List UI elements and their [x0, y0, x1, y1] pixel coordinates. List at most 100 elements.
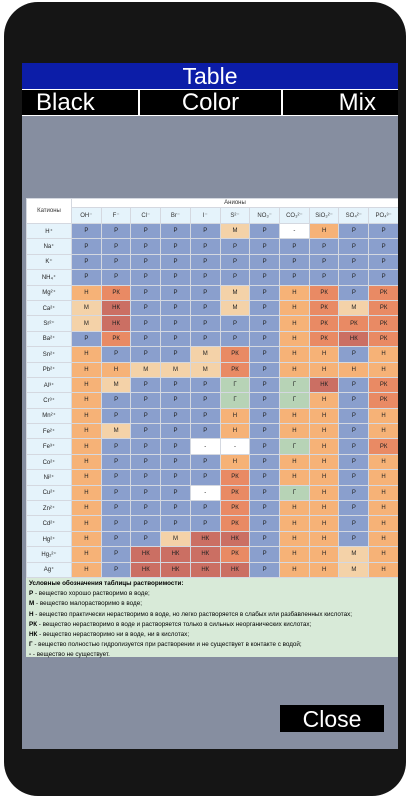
cation-label: Mn²⁺	[26, 407, 72, 425]
cation-label: Cd²⁺	[26, 515, 72, 532]
solubility-cell: Р	[130, 269, 162, 286]
solubility-cell: НК	[189, 530, 221, 548]
solubility-cell: Р	[249, 423, 281, 440]
cation-label: Cr³⁺	[26, 392, 72, 409]
legend-item: НК - вещество нерастворимо ни в воде, ни…	[29, 630, 396, 640]
solubility-cell: Н	[368, 407, 398, 425]
cation-label: Ag⁺	[26, 561, 72, 579]
solubility-cell: Р	[189, 315, 221, 332]
table-row: Cu²⁺ Н Р Р Р - РК Р Г Н Р Н	[26, 484, 398, 502]
solubility-cell: Р	[100, 561, 132, 579]
solubility-cell: РК	[308, 315, 340, 332]
solubility-cell: Р	[100, 407, 132, 425]
solubility-table-image: Катионы Анионы OH⁻ F⁻ Cl⁻ Br⁻ I⁻ S²⁻ NO₃⁻ CO₃²⁻…	[26, 198, 398, 659]
solubility-cell: РК	[368, 330, 398, 348]
legend-text: - вещество нерастворимо ни в воде, ни в …	[37, 631, 190, 639]
black-mode-button[interactable]: Black	[22, 90, 138, 116]
color-mode-button[interactable]: Color	[140, 90, 281, 116]
solubility-cell: Р	[160, 284, 191, 301]
solubility-cell: Р	[160, 515, 191, 532]
solubility-cell: М	[338, 546, 370, 563]
close-button[interactable]: Close	[280, 705, 384, 732]
solubility-cell: Р	[100, 392, 132, 409]
solubility-cell: Р	[160, 407, 191, 425]
cation-label: Mg²⁺	[26, 284, 72, 301]
solubility-cell: Р	[219, 253, 251, 271]
table-row: NH₄⁺ Р Р Р Р Р Р Р Р Р Р Р	[26, 269, 398, 286]
legend-key: Г	[29, 641, 33, 649]
solubility-cell: М	[130, 361, 162, 378]
solubility-cell: Н	[71, 376, 102, 394]
solubility-cell: Р	[130, 376, 162, 394]
solubility-cell: Р	[368, 253, 398, 271]
legend-item: М - вещество малорастворимо в воде;	[29, 599, 396, 609]
solubility-cell: Р	[100, 530, 132, 548]
solubility-cell: Н	[308, 500, 340, 517]
legend-item: Р - вещество хорошо растворимо в воде;	[29, 589, 396, 599]
solubility-cell: Р	[279, 238, 310, 255]
table-row: Sr²⁺ М НК Р Р Р Р Р Н РК РК РК	[26, 315, 398, 332]
solubility-cell: Н	[71, 453, 102, 471]
solubility-cell: М	[160, 361, 191, 378]
solubility-cell: Н	[219, 423, 251, 440]
solubility-cell: Р	[160, 392, 191, 409]
solubility-cell: Н	[308, 423, 340, 440]
anion-header: CO₃²⁻	[279, 207, 310, 224]
solubility-cell: Р	[71, 222, 102, 240]
legend-key: РК	[29, 620, 38, 628]
table-row: Cr³⁺ Н Р Р Р Р Г Р Г Н Р РК	[26, 392, 398, 409]
solubility-cell: Р	[219, 330, 251, 348]
cation-label: Sr²⁺	[26, 315, 72, 332]
solubility-cell: Н	[279, 299, 310, 317]
solubility-cell: РК	[368, 284, 398, 301]
solubility-cell: Р	[338, 346, 370, 363]
solubility-cell: Р	[100, 453, 132, 471]
solubility-cell: Н	[279, 407, 310, 425]
solubility-cell: Н	[308, 361, 340, 378]
solubility-cell: Р	[71, 238, 102, 255]
solubility-cell: Р	[130, 530, 162, 548]
solubility-cell: Р	[249, 299, 281, 317]
solubility-cell: РК	[368, 299, 398, 317]
solubility-cell: Н	[279, 530, 310, 548]
solubility-cell: Н	[71, 392, 102, 409]
solubility-cell: -	[279, 222, 310, 240]
solubility-cell: Н	[279, 453, 310, 471]
solubility-cell: Р	[100, 438, 132, 455]
cation-label: Na⁺	[26, 238, 72, 255]
solubility-cell: Р	[338, 484, 370, 502]
table-row: Cd²⁺ Н Р Р Р Р РК Р Н Н Р Н	[26, 515, 398, 532]
solubility-cell: Р	[189, 423, 221, 440]
solubility-cell: Р	[249, 222, 281, 240]
solubility-cell: Г	[219, 376, 251, 394]
app-screen: Table Black Color Mix Катионы Анионы OH⁻…	[22, 63, 398, 749]
cation-label: Fe²⁺	[26, 423, 72, 440]
solubility-cell: Р	[160, 315, 191, 332]
solubility-cell: Н	[71, 515, 102, 532]
solubility-cell: Н	[338, 361, 370, 378]
solubility-cell: РК	[338, 315, 370, 332]
solubility-cell: Н	[279, 561, 310, 579]
solubility-cell: Н	[308, 515, 340, 532]
solubility-cell: Н	[308, 530, 340, 548]
solubility-cell: НК	[189, 546, 221, 563]
solubility-cell: РК	[219, 469, 251, 486]
mix-mode-button[interactable]: Mix	[283, 90, 398, 116]
solubility-cell: Р	[189, 284, 221, 301]
solubility-cell: Р	[100, 500, 132, 517]
solubility-cell: Н	[279, 515, 310, 532]
cation-label: H⁺	[26, 222, 72, 240]
solubility-cell: Р	[71, 269, 102, 286]
table-row: Ba²⁺ Р РК Р Р Р Р Р Н РК НК РК	[26, 330, 398, 348]
legend-key: НК	[29, 631, 38, 639]
solubility-cell: Н	[71, 484, 102, 502]
solubility-cell: М	[219, 299, 251, 317]
solubility-cell: М	[338, 299, 370, 317]
solubility-cell: Н	[279, 546, 310, 563]
solubility-cell: Р	[189, 453, 221, 471]
solubility-cell: НК	[338, 330, 370, 348]
solubility-cell: РК	[308, 284, 340, 301]
solubility-cell: Р	[249, 469, 281, 486]
legend-key: -	[29, 651, 32, 659]
solubility-cell: Р	[249, 376, 281, 394]
